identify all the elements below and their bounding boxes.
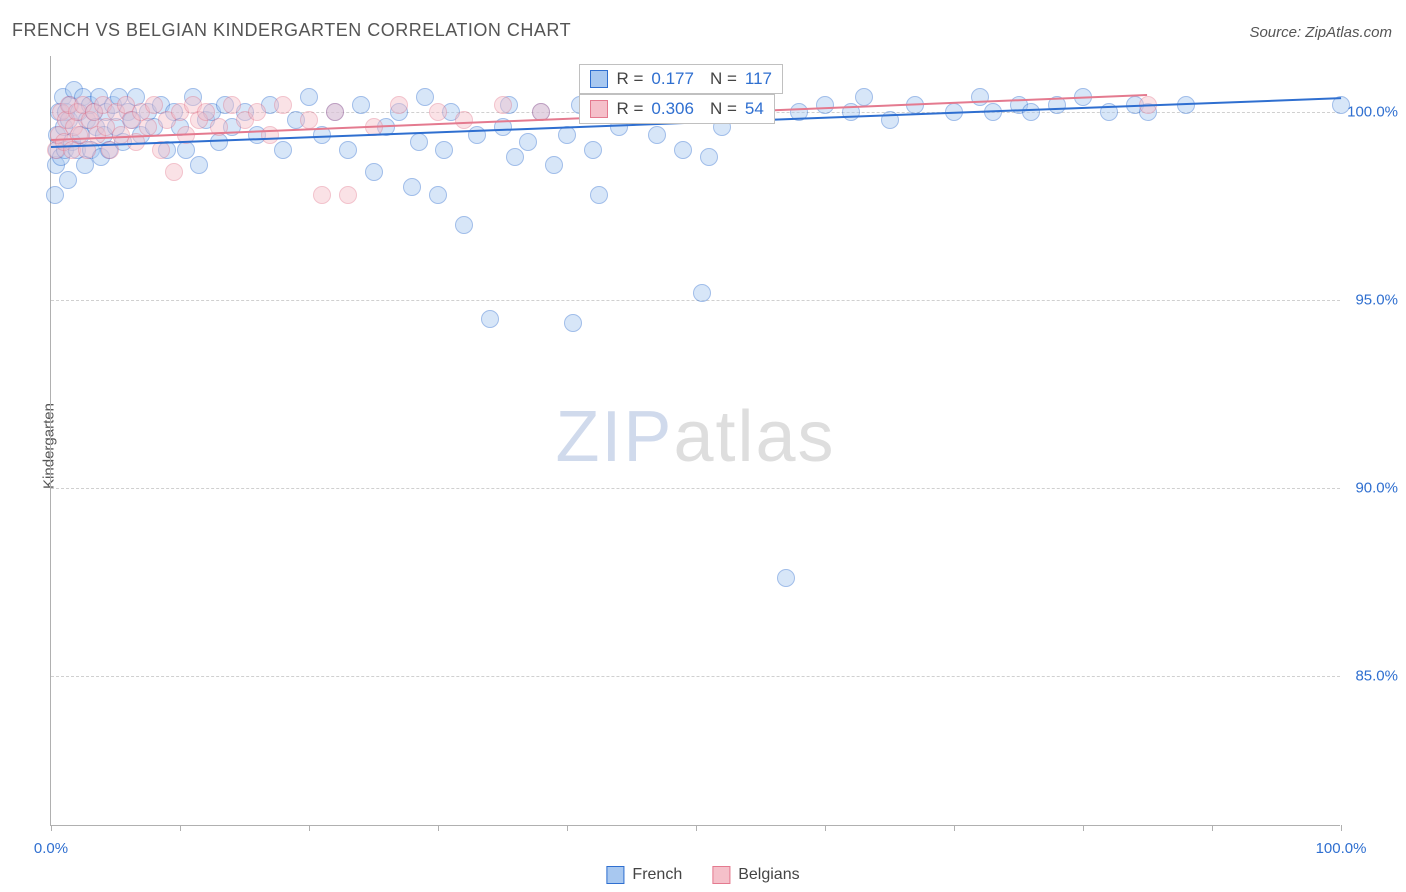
chart-title: FRENCH VS BELGIAN KINDERGARTEN CORRELATI…: [12, 20, 571, 41]
scatter-point-french: [971, 88, 989, 106]
scatter-point-french: [59, 171, 77, 189]
scatter-point-french: [274, 141, 292, 159]
stats-box-french: R = 0.177 N = 117: [579, 64, 783, 94]
scatter-point-french: [435, 141, 453, 159]
scatter-point-belgians: [274, 96, 292, 114]
scatter-point-belgians: [261, 126, 279, 144]
x-tick-label: 0.0%: [34, 840, 68, 857]
scatter-point-belgians: [339, 186, 357, 204]
x-tick: [696, 825, 697, 831]
y-tick-label: 85.0%: [1355, 667, 1398, 684]
legend-swatch-french: [606, 866, 624, 884]
gridline-h: [51, 488, 1340, 489]
scatter-point-french: [46, 186, 64, 204]
scatter-point-french: [481, 310, 499, 328]
watermark: ZIPatlas: [555, 395, 835, 477]
watermark-atlas: atlas: [673, 396, 835, 476]
stats-n-label: N =: [710, 69, 737, 89]
scatter-point-french: [339, 141, 357, 159]
stats-box-belgians: R = 0.306 N = 54: [579, 94, 774, 124]
stats-r-value: 0.306: [651, 99, 694, 119]
scatter-point-french: [519, 133, 537, 151]
stats-n-value: 54: [745, 99, 764, 119]
scatter-point-french: [416, 88, 434, 106]
scatter-point-belgians: [429, 103, 447, 121]
scatter-point-french: [777, 569, 795, 587]
scatter-point-french: [816, 96, 834, 114]
scatter-point-french: [584, 141, 602, 159]
scatter-point-french: [693, 284, 711, 302]
stats-n-value: 117: [745, 69, 772, 89]
scatter-point-french: [455, 216, 473, 234]
scatter-point-french: [545, 156, 563, 174]
scatter-point-french: [410, 133, 428, 151]
legend-label-belgians: Belgians: [738, 866, 799, 884]
x-tick: [438, 825, 439, 831]
y-tick-label: 95.0%: [1355, 292, 1398, 309]
x-tick: [567, 825, 568, 831]
scatter-point-belgians: [139, 118, 157, 136]
scatter-point-belgians: [248, 103, 266, 121]
scatter-point-french: [855, 88, 873, 106]
legend-item-french: French: [606, 866, 682, 884]
scatter-point-french: [352, 96, 370, 114]
scatter-point-french: [300, 88, 318, 106]
source-label: Source: ZipAtlas.com: [1249, 24, 1392, 41]
scatter-point-french: [590, 186, 608, 204]
scatter-point-belgians: [165, 163, 183, 181]
y-tick-label: 100.0%: [1347, 104, 1398, 121]
scatter-point-french: [1022, 103, 1040, 121]
x-tick: [51, 825, 52, 831]
x-tick: [1341, 825, 1342, 831]
scatter-point-belgians: [494, 96, 512, 114]
x-tick: [1083, 825, 1084, 831]
scatter-point-french: [468, 126, 486, 144]
x-tick-label: 100.0%: [1316, 840, 1367, 857]
stats-r-label: R =: [616, 99, 643, 119]
stats-r-value: 0.177: [651, 69, 694, 89]
legend-label-french: French: [632, 866, 682, 884]
scatter-point-french: [674, 141, 692, 159]
scatter-point-french: [564, 314, 582, 332]
legend: French Belgians: [606, 866, 799, 884]
stats-swatch: [590, 100, 608, 118]
scatter-point-french: [429, 186, 447, 204]
gridline-h: [51, 676, 1340, 677]
scatter-point-belgians: [223, 96, 241, 114]
chart-container: FRENCH VS BELGIAN KINDERGARTEN CORRELATI…: [0, 0, 1406, 892]
scatter-point-french: [506, 148, 524, 166]
scatter-point-belgians: [197, 103, 215, 121]
stats-swatch: [590, 70, 608, 88]
scatter-point-belgians: [390, 96, 408, 114]
scatter-point-french: [365, 163, 383, 181]
legend-swatch-belgians: [712, 866, 730, 884]
y-tick-label: 90.0%: [1355, 479, 1398, 496]
watermark-zip: ZIP: [555, 396, 673, 476]
stats-n-label: N =: [710, 99, 737, 119]
scatter-point-belgians: [313, 186, 331, 204]
stats-r-label: R =: [616, 69, 643, 89]
x-tick: [309, 825, 310, 831]
scatter-point-french: [700, 148, 718, 166]
scatter-point-french: [648, 126, 666, 144]
gridline-h: [51, 300, 1340, 301]
x-tick: [1212, 825, 1213, 831]
scatter-point-french: [190, 156, 208, 174]
scatter-point-belgians: [326, 103, 344, 121]
scatter-point-belgians: [455, 111, 473, 129]
scatter-point-belgians: [145, 96, 163, 114]
x-tick: [180, 825, 181, 831]
scatter-point-french: [403, 178, 421, 196]
scatter-point-belgians: [300, 111, 318, 129]
plot-area: ZIPatlas 85.0%90.0%95.0%100.0%0.0%100.0%…: [50, 56, 1340, 826]
x-tick: [954, 825, 955, 831]
legend-item-belgians: Belgians: [712, 866, 799, 884]
x-tick: [825, 825, 826, 831]
